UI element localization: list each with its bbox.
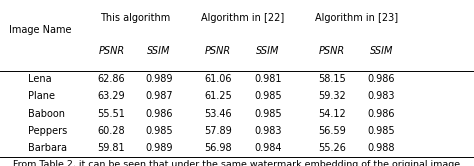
Text: 58.15: 58.15 [318,74,346,84]
Text: From Table 2, it can be seen that under the same watermark embedding of the orig: From Table 2, it can be seen that under … [13,160,461,166]
Text: SSIM: SSIM [370,46,393,56]
Text: 0.985: 0.985 [368,126,395,136]
Text: 0.987: 0.987 [145,91,173,101]
Text: 56.98: 56.98 [204,143,232,153]
Text: Peppers: Peppers [28,126,68,136]
Text: 0.983: 0.983 [254,126,282,136]
Text: 60.28: 60.28 [98,126,125,136]
Text: Barbara: Barbara [28,143,67,153]
Text: 55.26: 55.26 [318,143,346,153]
Text: 61.06: 61.06 [204,74,232,84]
Text: 0.986: 0.986 [368,74,395,84]
Text: 59.32: 59.32 [318,91,346,101]
Text: Algorithm in [23]: Algorithm in [23] [315,13,398,23]
Text: 61.25: 61.25 [204,91,232,101]
Text: Algorithm in [22]: Algorithm in [22] [201,13,284,23]
Text: 63.29: 63.29 [98,91,125,101]
Text: Image Name: Image Name [9,25,72,35]
Text: 0.984: 0.984 [254,143,282,153]
Text: Plane: Plane [28,91,55,101]
Text: 0.989: 0.989 [145,74,173,84]
Text: PSNR: PSNR [319,46,345,56]
Text: 54.12: 54.12 [318,109,346,119]
Text: 0.985: 0.985 [254,91,282,101]
Text: 53.46: 53.46 [204,109,232,119]
Text: 0.985: 0.985 [145,126,173,136]
Text: SSIM: SSIM [256,46,280,56]
Text: 59.81: 59.81 [98,143,125,153]
Text: PSNR: PSNR [98,46,125,56]
Text: Lena: Lena [28,74,52,84]
Text: 0.985: 0.985 [254,109,282,119]
Text: 0.986: 0.986 [368,109,395,119]
Text: 0.981: 0.981 [254,74,282,84]
Text: This algorithm: This algorithm [100,13,170,23]
Text: 0.989: 0.989 [145,143,173,153]
Text: 56.59: 56.59 [318,126,346,136]
Text: 62.86: 62.86 [98,74,125,84]
Text: 0.988: 0.988 [368,143,395,153]
Text: 0.983: 0.983 [368,91,395,101]
Text: 0.986: 0.986 [145,109,173,119]
Text: 57.89: 57.89 [204,126,232,136]
Text: PSNR: PSNR [205,46,231,56]
Text: SSIM: SSIM [147,46,171,56]
Text: 55.51: 55.51 [98,109,125,119]
Text: Baboon: Baboon [28,109,65,119]
